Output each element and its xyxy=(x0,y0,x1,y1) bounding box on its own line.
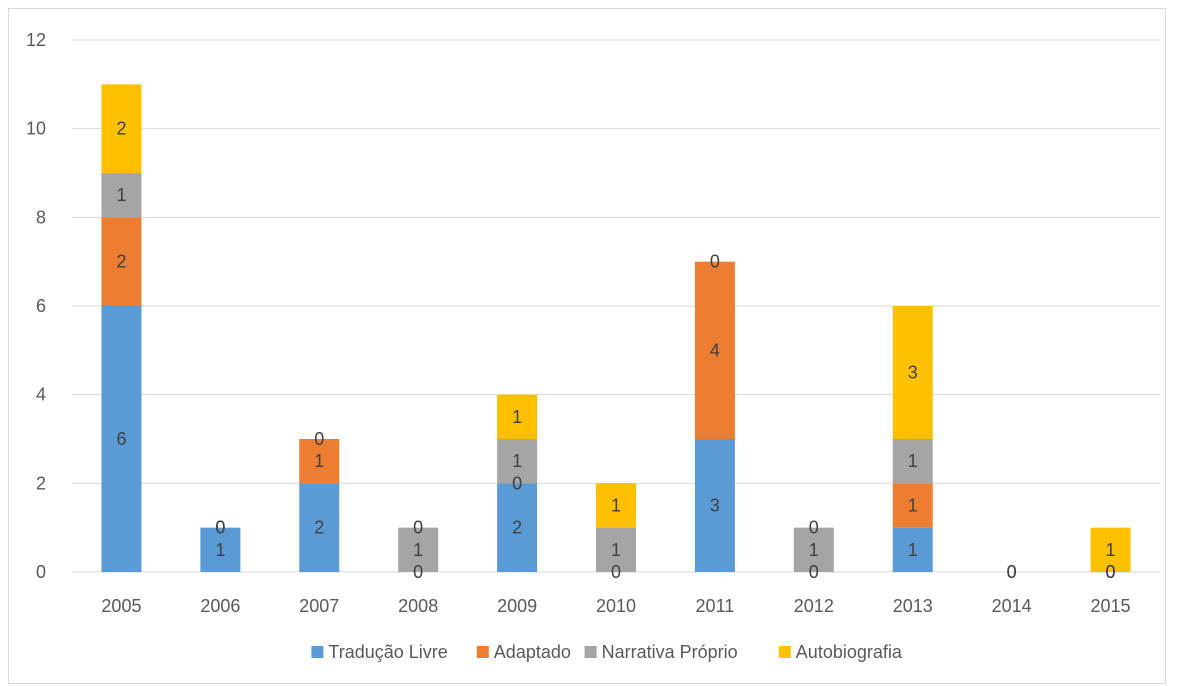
x-tick-label: 2007 xyxy=(299,596,339,616)
bar-2007-adaptado xyxy=(299,439,340,484)
bar-2005-adaptado xyxy=(101,217,142,306)
y-tick-label: 8 xyxy=(36,207,46,227)
bar-2005-autobiografia xyxy=(101,84,142,173)
data-label: 0 xyxy=(809,562,819,582)
x-tick-label: 2013 xyxy=(893,596,933,616)
bar-2009-narrativa-pr-prio xyxy=(497,439,538,484)
y-tick-label: 0 xyxy=(36,562,46,582)
bar-2005-tradu-o-livre xyxy=(101,306,142,572)
x-tick-label: 2010 xyxy=(596,596,636,616)
bar-2007-tradu-o-livre xyxy=(299,483,340,572)
bar-2010-autobiografia xyxy=(596,483,636,528)
x-tick-label: 2005 xyxy=(101,596,141,616)
data-label: 2 xyxy=(116,252,126,272)
x-tick-label: 2011 xyxy=(696,596,735,616)
bar-2005-narrativa-pr-prio xyxy=(101,173,142,218)
x-tick-label: 2015 xyxy=(1091,596,1131,616)
bar-2009-tradu-o-livre xyxy=(497,483,538,572)
data-label: 0 xyxy=(611,562,621,582)
y-tick-label: 10 xyxy=(26,119,46,139)
bar-2009-autobiografia xyxy=(497,394,538,439)
y-tick-label: 6 xyxy=(36,296,46,316)
data-label: 1 xyxy=(413,540,423,560)
bar-2006-tradu-o-livre xyxy=(200,527,241,572)
data-label: 1 xyxy=(512,451,522,471)
data-label: 0 xyxy=(413,562,423,582)
data-label: 2 xyxy=(512,518,522,538)
data-label: 1 xyxy=(215,540,225,560)
legend-swatch xyxy=(778,646,791,658)
y-tick-label: 4 xyxy=(36,385,46,405)
data-label: 1 xyxy=(908,540,918,560)
y-tick-label: 2 xyxy=(36,473,46,493)
data-label: 6 xyxy=(116,429,126,449)
data-label: 0 xyxy=(314,429,324,449)
data-label: 1 xyxy=(908,451,918,471)
legend-swatch xyxy=(476,646,489,658)
data-label: 0 xyxy=(1106,562,1116,582)
x-tick-label: 2014 xyxy=(992,596,1032,616)
data-label: 2 xyxy=(314,518,324,538)
data-label: 0 xyxy=(215,518,225,538)
bar-2013-adaptado xyxy=(892,483,933,528)
data-label: 1 xyxy=(1106,540,1116,560)
legend-swatch xyxy=(311,646,324,658)
data-label: 1 xyxy=(611,496,621,516)
x-tick-label: 2008 xyxy=(398,596,438,616)
bar-2013-tradu-o-livre xyxy=(892,527,933,572)
bar-2015-autobiografia xyxy=(1090,527,1131,572)
data-label: 0 xyxy=(809,518,819,538)
data-label: 4 xyxy=(710,340,720,360)
data-label: 1 xyxy=(611,540,621,560)
data-label: 0 xyxy=(1106,562,1116,582)
data-label: 1 xyxy=(116,185,126,205)
data-label: 2 xyxy=(116,119,126,139)
data-label: 0 xyxy=(710,252,720,272)
bar-2011-tradu-o-livre xyxy=(694,439,735,572)
data-label: 0 xyxy=(512,473,522,493)
data-label: 1 xyxy=(809,540,819,560)
data-label: 1 xyxy=(314,451,324,471)
data-label: 1 xyxy=(908,496,918,516)
x-tick-label: 2006 xyxy=(200,596,240,616)
bar-2011-adaptado xyxy=(694,261,735,439)
legend-swatch xyxy=(584,646,597,658)
data-label: 0 xyxy=(413,518,423,538)
data-label: 0 xyxy=(215,518,225,538)
bar-2010-narrativa-pr-prio xyxy=(596,527,636,572)
legend-label: Adaptado xyxy=(494,642,571,662)
bar-2008-narrativa-pr-prio xyxy=(398,527,439,572)
data-label: 0 xyxy=(1007,562,1017,582)
bar-2012-narrativa-pr-prio xyxy=(793,527,834,572)
data-label: 3 xyxy=(710,496,720,516)
data-label: 3 xyxy=(908,363,918,383)
legend-label: Tradução Livre xyxy=(328,642,447,662)
bar-2013-autobiografia xyxy=(892,306,933,439)
x-tick-label: 2012 xyxy=(794,596,834,616)
data-label: 1 xyxy=(512,407,522,427)
x-tick-label: 2009 xyxy=(497,596,537,616)
y-tick-label: 12 xyxy=(26,30,46,50)
legend-label: Autobiografia xyxy=(796,642,903,662)
data-label: 0 xyxy=(1007,562,1017,582)
legend-label: Narrativa Próprio xyxy=(602,642,738,662)
bar-2013-narrativa-pr-prio xyxy=(892,439,933,484)
